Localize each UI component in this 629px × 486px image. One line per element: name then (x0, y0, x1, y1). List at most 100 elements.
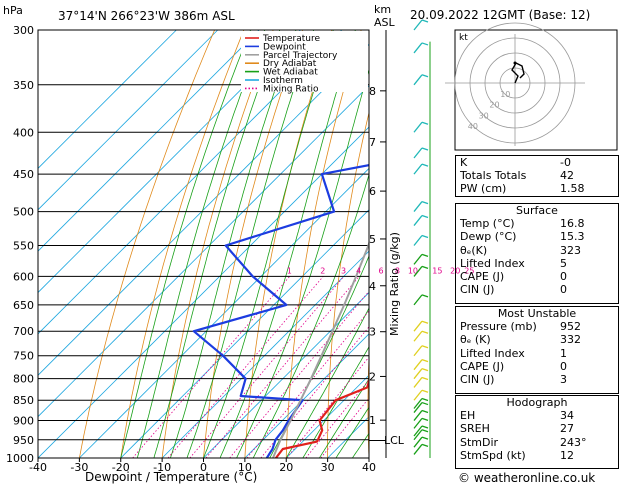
isotherm-line (38, 43, 369, 376)
s-dewp-label: Dewp (°C) (460, 230, 517, 244)
wind-barb-flag (421, 345, 429, 349)
dry-adiabat-line (367, 347, 369, 458)
mixing-ratio-line (229, 290, 369, 458)
wet-adiabat-line (153, 30, 281, 458)
pw-value: 1.58 (560, 182, 585, 196)
isotherm-line (79, 167, 369, 458)
k-label: K (460, 156, 468, 169)
mixing-ratio-label: 1 (287, 266, 292, 275)
pressure-tick-label: 750 (13, 350, 34, 363)
hodograph-ring-label: 10 (500, 90, 510, 99)
mu-cin-value: 3 (560, 373, 567, 387)
axes: 3003504004505005506006507007508008509009… (6, 24, 376, 474)
wind-barb-flag (421, 330, 429, 334)
lcl-label: LCL (384, 434, 405, 447)
km-tick-label: 6 (369, 185, 376, 198)
mixing-ratio-label: 6 (378, 266, 383, 275)
stmdir-label: StmDir (460, 435, 499, 449)
legend-box (241, 31, 368, 92)
series-dewpoint (192, 163, 369, 458)
wind-barb-shaft (413, 368, 423, 380)
pressure-tick-label: 950 (13, 434, 34, 447)
wind-barb-shaft (413, 345, 423, 357)
indices-box-hodograph: Hodograph EH 34 SREH 27 StmDir 243° StmSpd … (455, 395, 619, 469)
sreh-value: 27 (560, 422, 574, 436)
mu-cin-label: CIN (J) (460, 373, 495, 387)
location-label: 37°14'N 266°23'W 386m ASL (58, 9, 235, 23)
mixing-ratio-label: 15 (432, 266, 442, 275)
mixing-ratio-line (132, 276, 291, 458)
wind-barb-shaft (413, 436, 423, 448)
x-axis-title: Dewpoint / Temperature (°C) (85, 470, 257, 484)
tt-label: Totals Totals (460, 169, 527, 183)
isotherm-line (161, 250, 369, 458)
x-tick-label: -40 (29, 461, 47, 474)
wind-barb-shaft (413, 42, 423, 54)
mixing-ratio-label: 2 (320, 266, 325, 275)
wind-barb-flag (421, 417, 429, 421)
wind-barb-shaft (413, 359, 423, 371)
pressure-tick-label: 800 (13, 373, 34, 386)
wind-barb-flag (421, 389, 429, 393)
wind-barb-flag (421, 234, 429, 239)
hodograph-kt-label: kt (459, 33, 468, 43)
km-tick-label: 3 (369, 326, 376, 339)
wind-barb-flag (421, 200, 429, 205)
isotherm-line (38, 30, 260, 252)
legend-label: Dry Adiabat (263, 59, 317, 69)
dry-adiabat-line (407, 30, 449, 458)
isotherm-line (203, 291, 369, 458)
wind-barb-flag (421, 320, 429, 324)
mu-theta-label: θₑ (K) (460, 333, 491, 347)
wind-barb-flag (421, 74, 429, 78)
wet-adiabat-line (335, 406, 369, 458)
wind-barb-shaft (413, 201, 423, 212)
wind-barb-flag (421, 376, 429, 381)
dry-adiabat-line (619, 30, 629, 458)
pressure-tick-label: 500 (13, 206, 34, 219)
s-cin-label: CIN (J) (460, 283, 495, 297)
profiles (192, 163, 369, 458)
wind-barb-shaft (413, 398, 423, 409)
wind-barb-shaft (413, 235, 423, 246)
wind-barb-shaft (413, 425, 423, 437)
indices-box-top: K -0 Totals Totals 42 PW (cm) 1.58 (455, 155, 619, 197)
mu-cape-value: 0 (560, 359, 567, 373)
legend-label: Temperature (262, 34, 320, 44)
wind-barb-shaft (413, 389, 423, 401)
km-tick-label: 8 (369, 85, 376, 98)
wind-barb-flag (421, 429, 429, 433)
mixing-ratio-line (286, 356, 369, 458)
s-cape-value: 0 (560, 270, 567, 284)
isotherm-line (38, 30, 301, 294)
wind-barb-flag (421, 397, 429, 402)
x-tick-label: -20 (112, 461, 130, 474)
x-tick-label: 10 (238, 461, 252, 474)
k-value: -0 (560, 156, 571, 169)
mixing-ratio-line (167, 276, 324, 458)
wind-barb-flag (421, 359, 429, 363)
wind-barb-flag (421, 253, 429, 257)
wind-barb-shaft (413, 444, 423, 455)
isotherm-line (244, 333, 369, 458)
km-tick-label: 5 (369, 233, 376, 246)
wind-barb-shaft (413, 266, 423, 277)
km-tick-label: 4 (369, 280, 376, 293)
mixing-ratio-label: 3 (341, 266, 346, 275)
credit-text: © weatheronline.co.uk (458, 471, 595, 485)
wind-barb-flag (421, 425, 429, 429)
legend-label: Isotherm (263, 76, 303, 86)
surface-title: Surface (516, 204, 558, 217)
isotherm-line (285, 374, 369, 458)
legend-label: Wet Adiabat (263, 68, 318, 78)
wind-barb-shaft (413, 215, 423, 226)
wet-adiabat-line (319, 378, 369, 458)
wind-barb-shaft (413, 330, 423, 342)
series-temperature (275, 377, 369, 458)
pressure-tick-label: 1000 (6, 452, 34, 465)
x-tick-label: 0 (200, 461, 207, 474)
indices-box-mu: Most Unstable Pressure (mb) 952 θₑ (K) 332… (455, 306, 619, 394)
isotherm-line (38, 126, 369, 458)
